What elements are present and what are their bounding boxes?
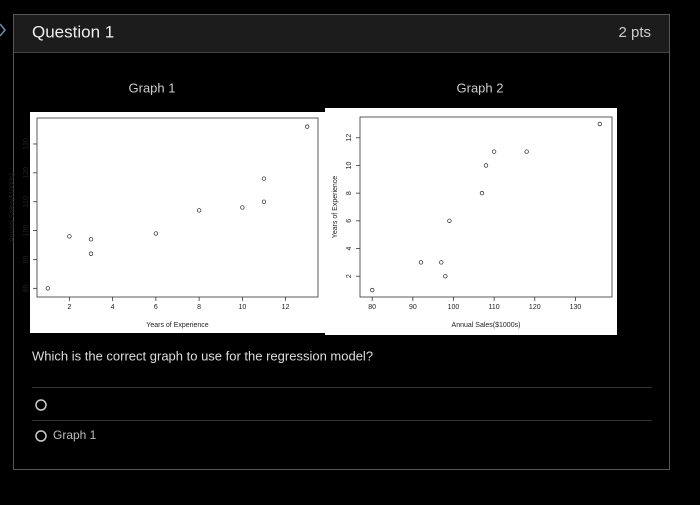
x-tick-label: 12: [282, 304, 290, 311]
plot-frame: [359, 116, 613, 298]
x-tick-label: 6: [154, 304, 158, 311]
x-tick-label: 4: [111, 304, 115, 311]
point: [524, 149, 529, 154]
question-header: [14, 15, 669, 52]
x-axis-title: Years of Experience: [146, 322, 208, 329]
x-tick-label: 2: [67, 304, 71, 311]
y-tick-label: 80: [23, 284, 30, 292]
question-text: Which is the correct graph to use for th…: [32, 348, 373, 363]
point: [88, 251, 94, 256]
radio-button[interactable]: [35, 430, 47, 442]
point: [370, 287, 375, 293]
point: [261, 199, 267, 204]
y-tick-label: 90: [23, 255, 30, 263]
point: [153, 231, 159, 236]
y-tick-label: 10: [346, 161, 353, 169]
y-tick-label: 12: [346, 134, 353, 142]
graph-label: Graph 1: [129, 80, 176, 95]
graph-image: [30, 112, 325, 333]
point: [491, 149, 497, 154]
y-tick-label: 100: [23, 225, 30, 237]
y-tick-label: 120: [23, 167, 30, 179]
plot-frame: [36, 117, 319, 298]
point: [196, 208, 202, 213]
radio-button[interactable]: [35, 399, 47, 411]
point: [88, 237, 94, 242]
x-tick-label: 90: [409, 304, 417, 311]
nav-arrow[interactable]: [0, 23, 6, 37]
point: [305, 124, 310, 129]
x-tick-label: 80: [368, 304, 376, 311]
y-tick-label: 2: [346, 274, 353, 278]
point: [240, 205, 245, 210]
x-tick-label: 110: [489, 304, 500, 311]
point: [447, 218, 452, 223]
x-tick-label: 10: [238, 304, 246, 311]
x-tick-label: 120: [529, 304, 541, 311]
x-tick-label: 130: [570, 304, 582, 311]
point: [45, 286, 50, 291]
point: [439, 260, 444, 265]
point: [261, 176, 267, 181]
x-tick-label: 100: [448, 304, 460, 311]
y-tick-label: 130: [23, 138, 30, 150]
question-points: 2 pts: [618, 24, 651, 41]
point: [418, 260, 424, 265]
x-tick-label: 8: [197, 304, 201, 311]
graph-image: [325, 108, 617, 335]
graph-label: Graph 2: [457, 80, 504, 95]
y-tick-label: 110: [23, 196, 30, 207]
y-tick-label: 4: [346, 246, 353, 250]
point: [67, 234, 72, 239]
x-axis-title: Annual Sales($1000s): [452, 322, 521, 329]
y-axis-title: Annual Sales($1000s): [9, 173, 16, 242]
point: [597, 121, 602, 127]
y-axis-title: Years of Experience: [332, 176, 339, 238]
option-label[interactable]: Graph 1: [53, 428, 97, 442]
point: [483, 163, 489, 168]
point: [479, 191, 485, 196]
y-tick-label: 8: [346, 191, 353, 195]
y-tick-label: 6: [346, 219, 353, 223]
point: [443, 274, 448, 279]
question-title: Question 1: [32, 22, 114, 41]
